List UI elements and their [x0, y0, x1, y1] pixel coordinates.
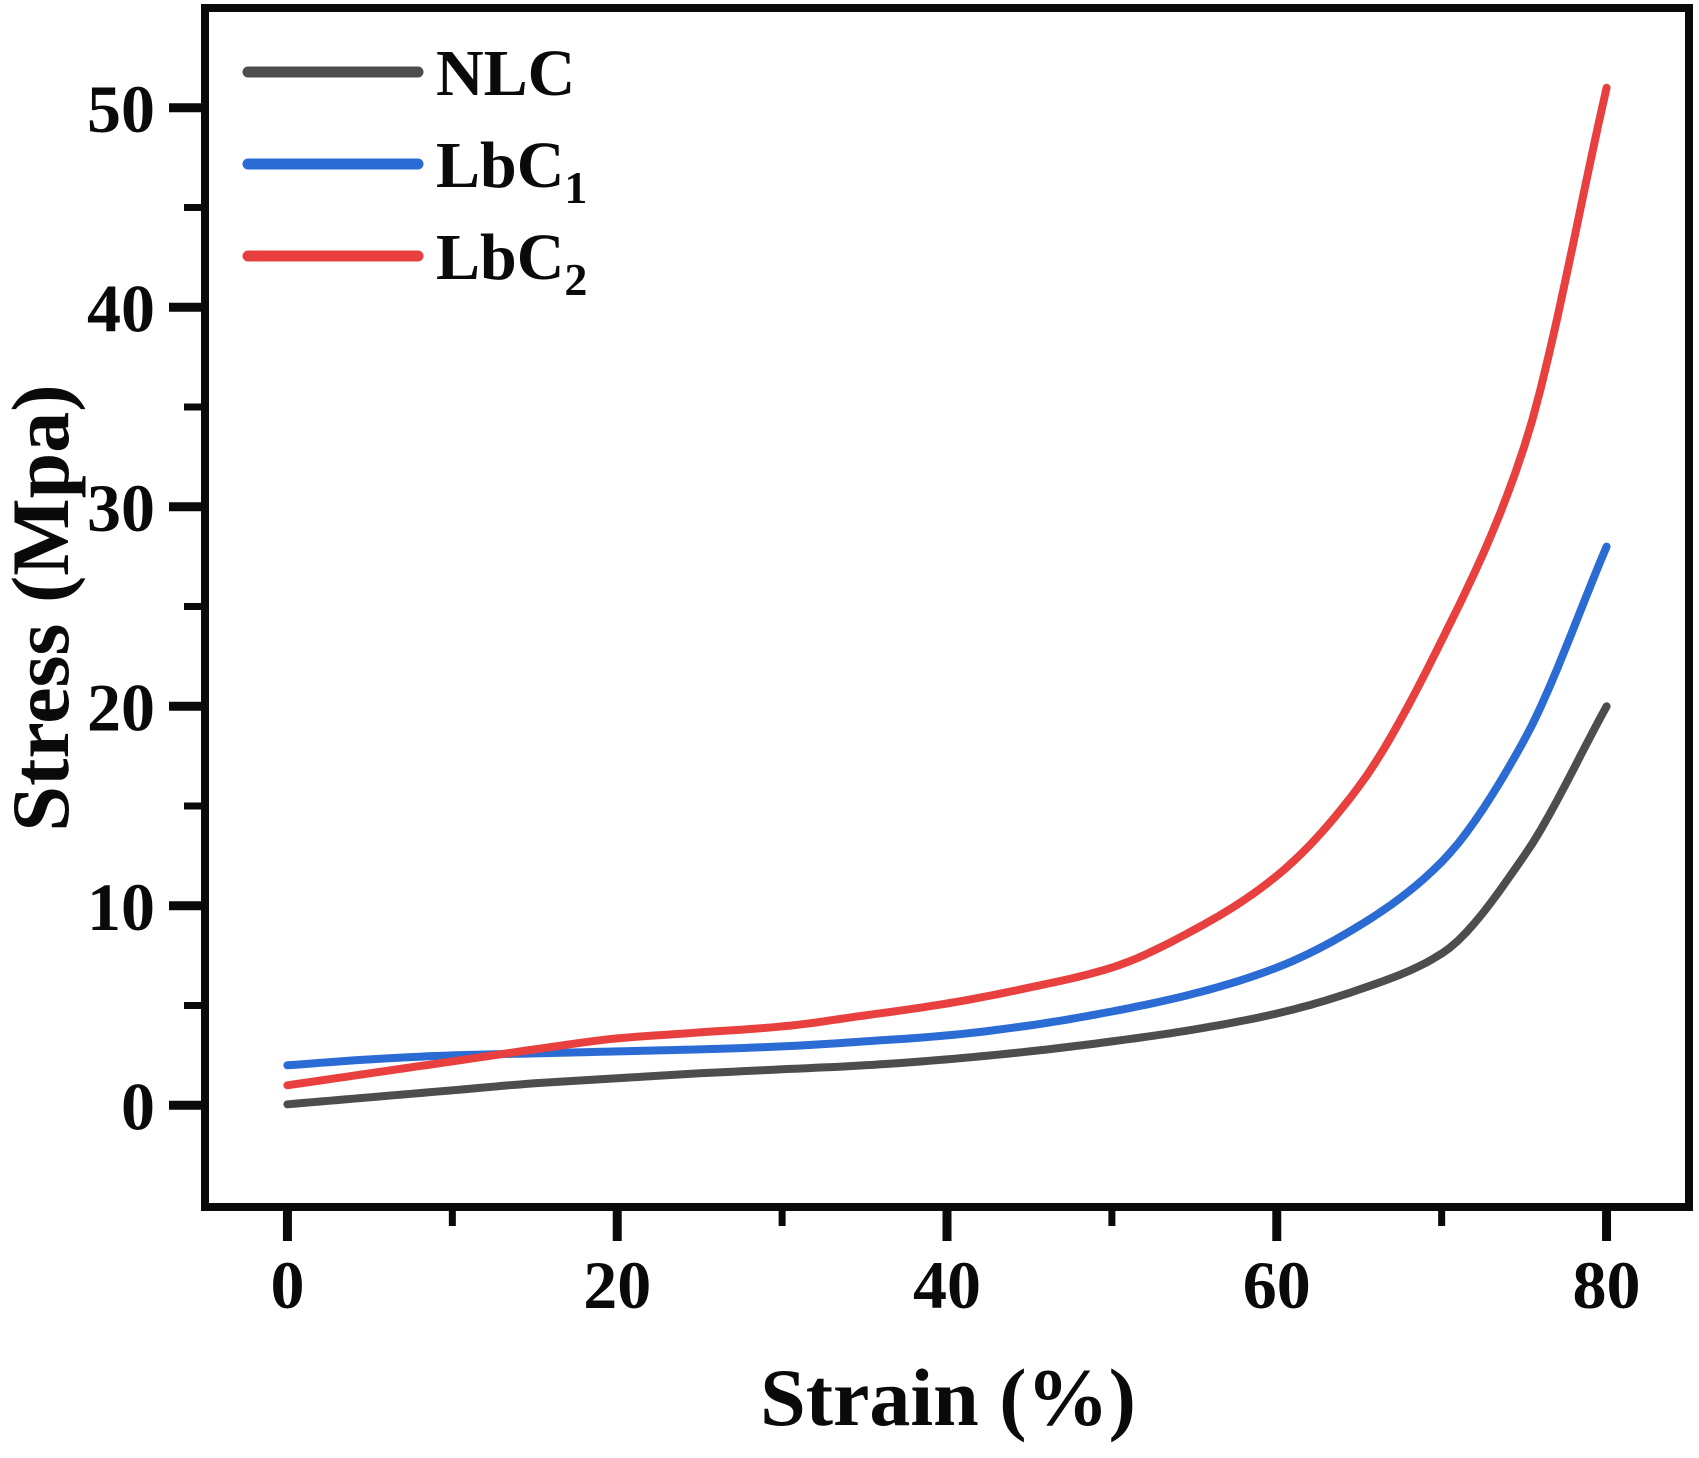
- x-tick-label: 20: [583, 1247, 651, 1323]
- y-axis-tick-labels: 0 10 20 30 40 50: [87, 71, 155, 1145]
- legend-label-sub: 1: [564, 162, 587, 213]
- x-tick-label: 80: [1573, 1247, 1641, 1323]
- curve-LbC2: [283, 83, 1611, 1090]
- legend-item-LbC2: LbC2: [242, 221, 587, 305]
- x-tick-label: 0: [270, 1247, 304, 1323]
- x-axis-title: Strain (%): [760, 1352, 1136, 1443]
- y-tick-label: 10: [87, 869, 155, 945]
- x-tick-label: 60: [1243, 1247, 1311, 1323]
- y-tick-label: 30: [87, 470, 155, 546]
- data-curves: [283, 83, 1611, 1109]
- legend-item-NLC: NLC: [242, 37, 575, 110]
- legend-label-LbC2: LbC2: [436, 221, 587, 305]
- legend-item-LbC1: LbC1: [242, 129, 587, 213]
- legend-label-main: LbC: [436, 129, 564, 202]
- y-tick-label: 50: [87, 71, 155, 147]
- legend-label-sub: 2: [564, 254, 587, 305]
- x-axis-ticks: [282, 1209, 1612, 1241]
- y-tick-label: 0: [121, 1068, 155, 1144]
- legend-label-main: NLC: [436, 37, 575, 110]
- legend-label-LbC1: LbC1: [436, 129, 587, 213]
- x-tick-label: 40: [913, 1247, 981, 1323]
- curve-NLC: [283, 702, 1611, 1109]
- curve-LbC1: [283, 542, 1611, 1070]
- x-axis-tick-labels: 0 20 40 60 80: [270, 1247, 1640, 1323]
- legend-label-NLC: NLC: [436, 37, 575, 110]
- y-tick-label: 20: [87, 669, 155, 745]
- y-tick-label: 40: [87, 270, 155, 346]
- plot-border: [201, 4, 1693, 1211]
- legend-label-main: LbC: [436, 221, 564, 294]
- y-axis-title: Stress (Mpa): [0, 384, 86, 831]
- y-axis-ticks: [169, 103, 201, 1110]
